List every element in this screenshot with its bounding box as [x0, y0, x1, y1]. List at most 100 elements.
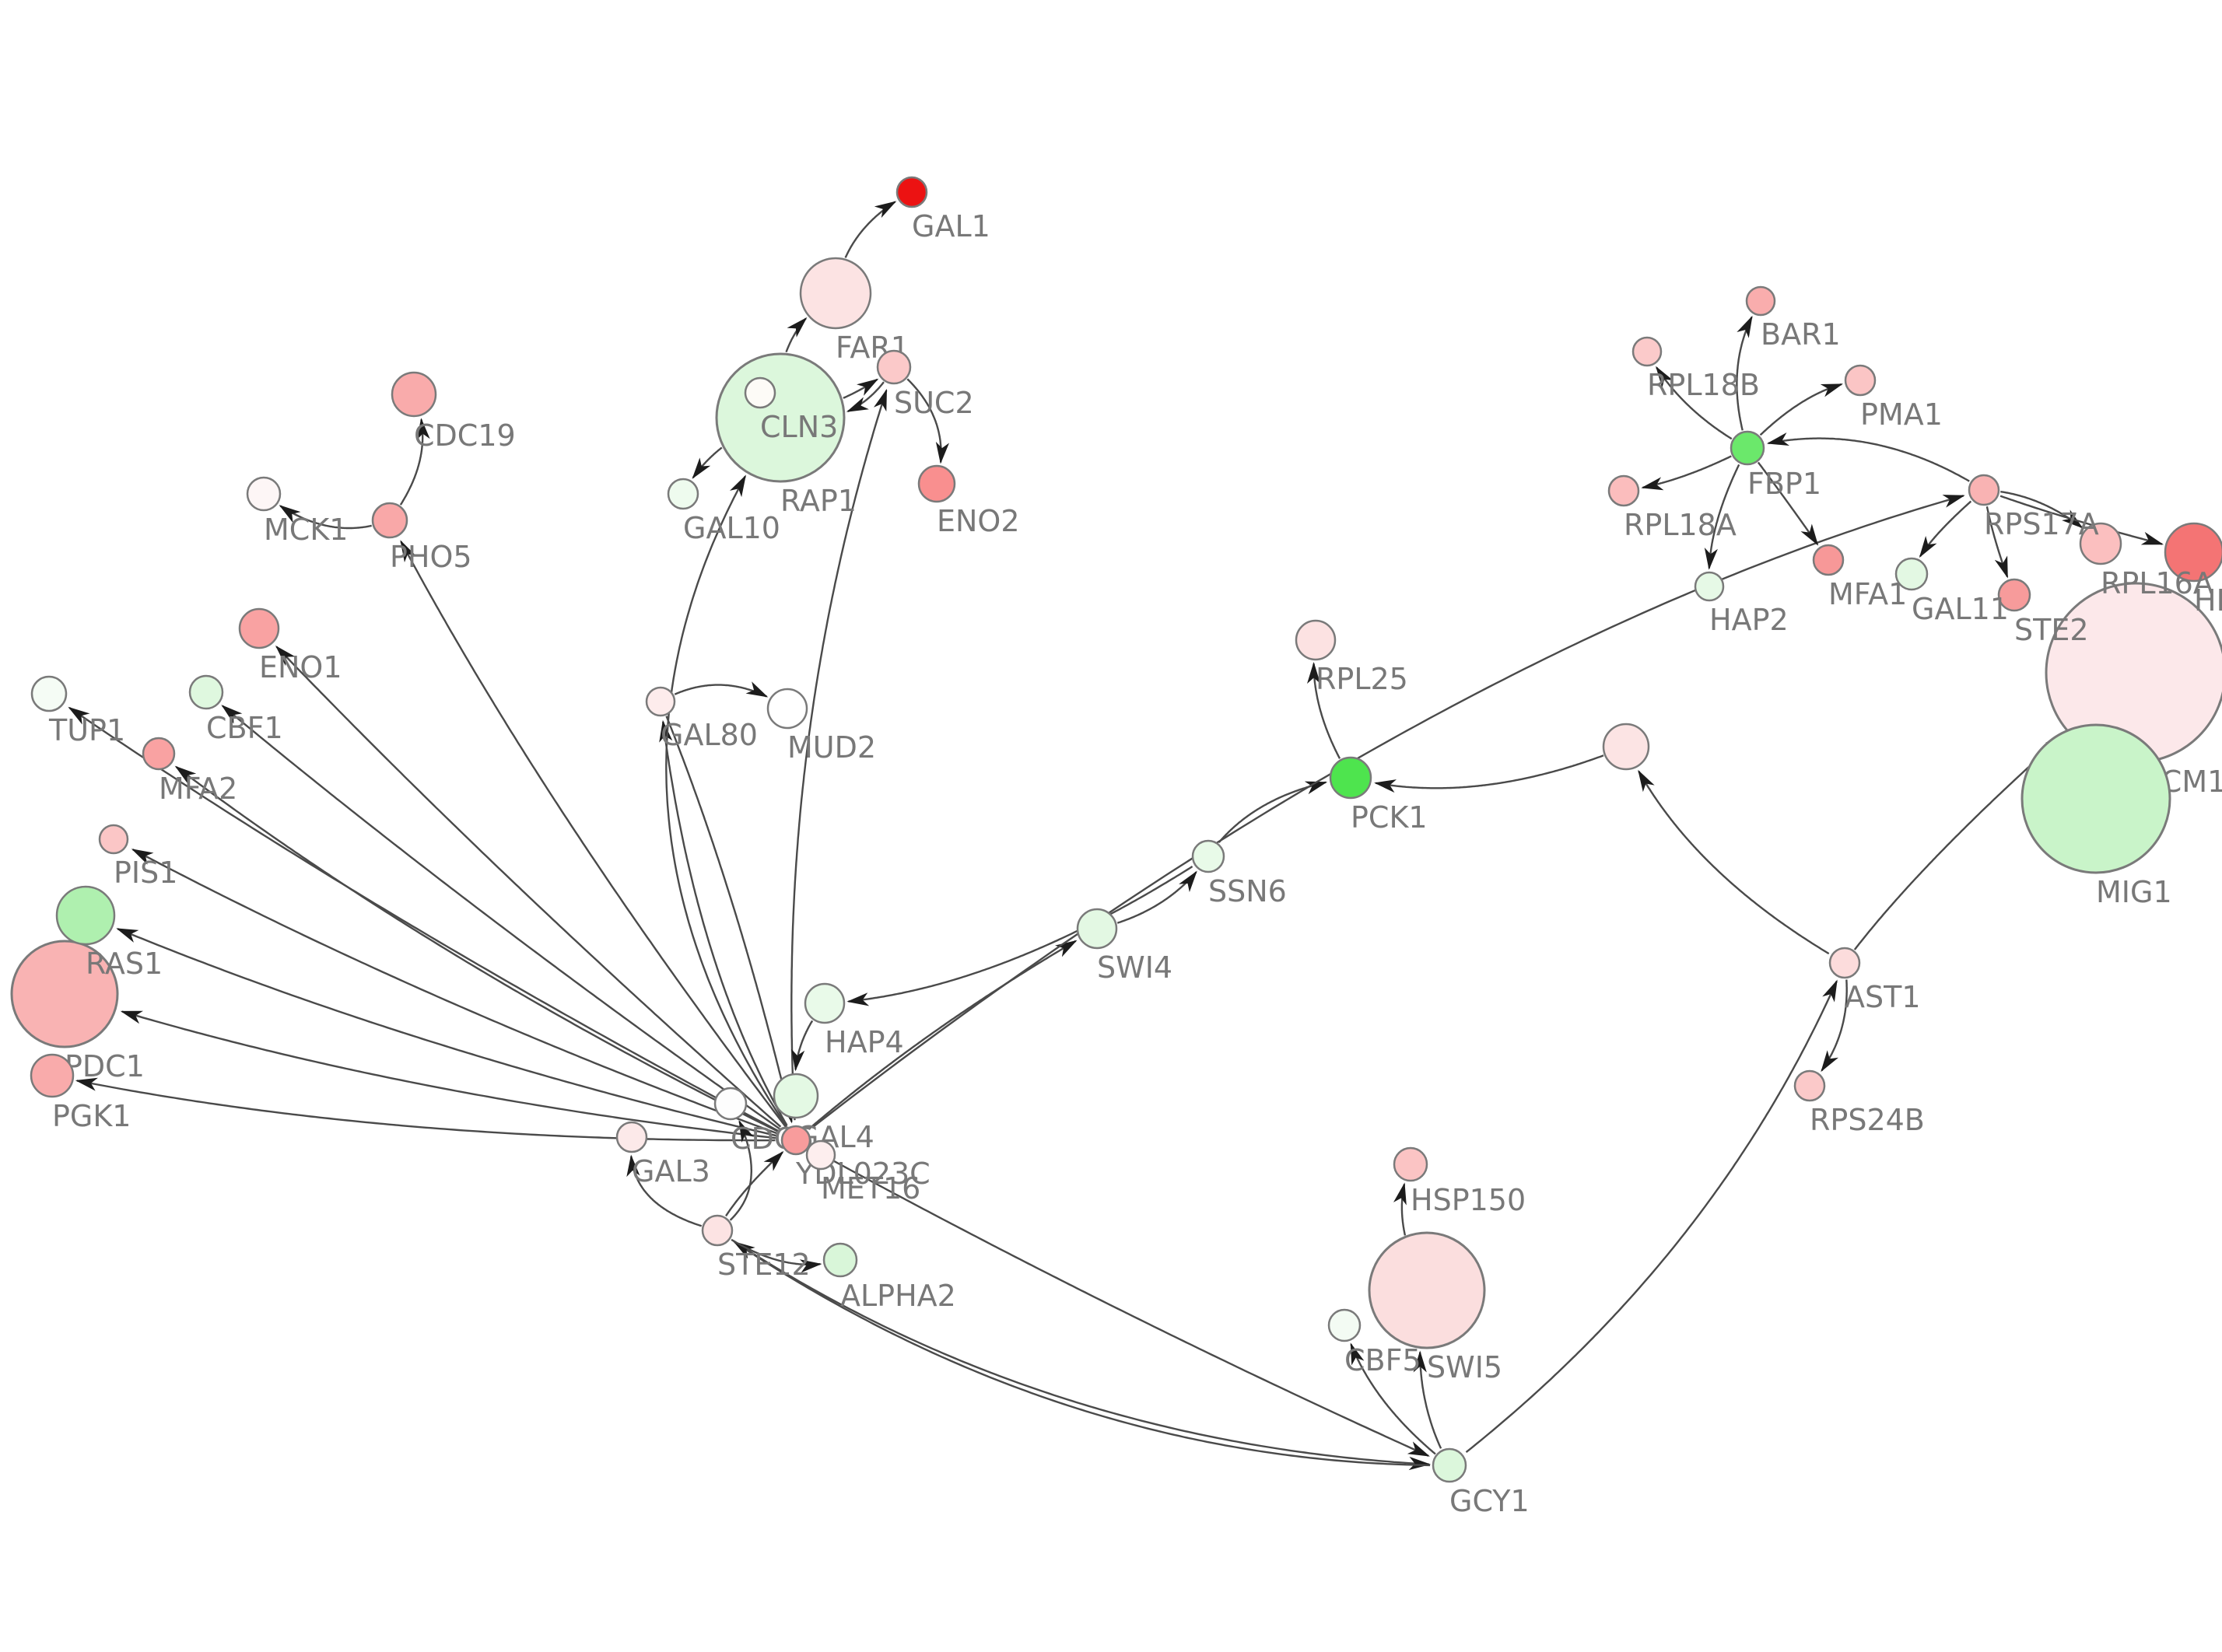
- node-pck1[interactable]: [1329, 756, 1372, 800]
- edge-ste12-gal3[interactable]: [626, 1154, 703, 1227]
- node-mig1[interactable]: [2020, 723, 2171, 874]
- edge-ydl023c-suc2[interactable]: [790, 388, 888, 1121]
- edge-swi4-ssn6[interactable]: [1116, 870, 1197, 924]
- edge-rap1-suc2[interactable]: [843, 378, 879, 399]
- edge-gcy1-cbf5[interactable]: [1350, 1342, 1436, 1455]
- edge-fbp1-mfa1[interactable]: [1757, 461, 1819, 546]
- node-rpl16a[interactable]: [2079, 522, 2122, 565]
- node-rps24b[interactable]: [1793, 1069, 1826, 1102]
- node-gal10[interactable]: [667, 478, 699, 510]
- node-swi5[interactable]: [1368, 1231, 1486, 1349]
- node-mud2[interactable]: [766, 688, 808, 730]
- node-node_x[interactable]: [1602, 723, 1650, 771]
- node-his4[interactable]: [2164, 522, 2222, 583]
- edge-ydl023c-ras1[interactable]: [116, 928, 777, 1137]
- edge-far1-gal1[interactable]: [844, 201, 897, 258]
- edge-fbp1-pma1[interactable]: [1759, 383, 1844, 436]
- node-far1[interactable]: [799, 257, 872, 330]
- node-mfa1[interactable]: [1812, 544, 1845, 576]
- edge-gal80-mud2[interactable]: [674, 681, 769, 698]
- edge-ast1-node_x[interactable]: [1638, 769, 1830, 955]
- edge-gal80-ydl023c[interactable]: [665, 716, 794, 1124]
- edge-rps17a-his4[interactable]: [1999, 495, 2164, 545]
- edge-rps17a-fbp1[interactable]: [1766, 432, 1970, 482]
- node-cbf1[interactable]: [188, 674, 224, 710]
- edge-fbp1-rpl18b[interactable]: [1656, 366, 1733, 440]
- node-hsp150[interactable]: [1393, 1146, 1428, 1182]
- edge-ydl023c-rap1[interactable]: [665, 474, 788, 1128]
- node-mck1[interactable]: [246, 476, 282, 512]
- node-suc2[interactable]: [876, 349, 912, 385]
- node-cdc6[interactable]: [713, 1087, 748, 1121]
- node-rpl18b[interactable]: [1631, 336, 1663, 367]
- edge-ydl023c-mfa2[interactable]: [174, 765, 779, 1132]
- node-eno2[interactable]: [917, 464, 956, 503]
- node-fbp1[interactable]: [1730, 430, 1765, 466]
- node-pis1[interactable]: [98, 824, 129, 855]
- node-rps17a[interactable]: [1968, 474, 2000, 506]
- node-tup1[interactable]: [30, 675, 68, 712]
- node-ste12[interactable]: [701, 1214, 734, 1247]
- edge-pck1-rpl25[interactable]: [1306, 662, 1341, 759]
- edge-fbp1-bar1[interactable]: [1736, 315, 1753, 431]
- edge-gcy1-ste12[interactable]: [733, 1241, 1431, 1467]
- node-ras1[interactable]: [55, 885, 116, 946]
- edge-ydl023c-cbf1[interactable]: [221, 705, 780, 1130]
- edge-rap1-far1[interactable]: [785, 317, 808, 353]
- node-hap2[interactable]: [1694, 571, 1725, 602]
- edge-rps17a-ste2[interactable]: [1985, 506, 2009, 579]
- node-cdc19[interactable]: [391, 371, 437, 418]
- node-bar1[interactable]: [1745, 285, 1776, 317]
- edge-ste12-alpha2[interactable]: [731, 1238, 822, 1273]
- node-gal1[interactable]: [895, 176, 928, 208]
- node-ssn6[interactable]: [1191, 839, 1225, 873]
- edge-suc2-eno2[interactable]: [906, 378, 950, 464]
- node-rpl25[interactable]: [1295, 619, 1337, 661]
- edge-rap1-gal10[interactable]: [692, 446, 723, 479]
- edge-ydl023c-swi4[interactable]: [808, 940, 1078, 1130]
- node-gcy1[interactable]: [1432, 1447, 1467, 1483]
- edge-ast1-mcm1[interactable]: [1853, 733, 2066, 950]
- edge-gcy1-swi5[interactable]: [1413, 1350, 1442, 1449]
- edge-pho5-cdc19[interactable]: [399, 418, 430, 506]
- node-hap4[interactable]: [804, 982, 846, 1024]
- edge-ydl023c-eno1[interactable]: [275, 645, 782, 1128]
- edge-swi5-hsp150[interactable]: [1393, 1182, 1407, 1236]
- edge-pho5-mck1[interactable]: [279, 505, 372, 530]
- node-pma1[interactable]: [1844, 364, 1877, 397]
- node-pgk1[interactable]: [30, 1053, 75, 1098]
- node-ste2[interactable]: [1997, 578, 2031, 612]
- node-met16[interactable]: [805, 1139, 836, 1171]
- edge-ssn6-pck1[interactable]: [1218, 781, 1328, 843]
- edge-suc2-rap1[interactable]: [846, 381, 885, 412]
- edge-node_x-pck1[interactable]: [1374, 754, 1604, 793]
- edge-ste12-cdc6[interactable]: [729, 1119, 755, 1221]
- edge-ydl023c-pdc1[interactable]: [120, 1010, 776, 1139]
- edge-fbp1-hap2[interactable]: [1704, 464, 1740, 570]
- edge-hap4-gal4[interactable]: [791, 1020, 814, 1072]
- node-gal11[interactable]: [1894, 557, 1929, 591]
- node-ast1[interactable]: [1828, 947, 1861, 979]
- node-cln3[interactable]: [744, 376, 776, 409]
- edge-ssn6-hap4[interactable]: [846, 865, 1193, 1006]
- edge-fbp1-rpl18a[interactable]: [1641, 455, 1732, 491]
- edge-ste12-gcy1[interactable]: [733, 1240, 1432, 1471]
- node-gal4[interactable]: [773, 1073, 819, 1119]
- node-ydl023c[interactable]: [780, 1125, 811, 1156]
- edge-gcy1-ast1[interactable]: [1465, 979, 1838, 1454]
- edge-ydl023c-pis1[interactable]: [131, 849, 778, 1135]
- edge-rps17a-gal11[interactable]: [1919, 500, 1972, 558]
- edge-ydl023c-gal80[interactable]: [659, 719, 788, 1126]
- edge-ste12-ydl023c[interactable]: [725, 1150, 784, 1217]
- node-rpl18a[interactable]: [1607, 474, 1640, 507]
- node-cbf5[interactable]: [1327, 1308, 1362, 1342]
- node-swi4[interactable]: [1076, 908, 1118, 950]
- node-alpha2[interactable]: [822, 1242, 858, 1278]
- edge-ast1-rps24b[interactable]: [1821, 979, 1848, 1073]
- node-pdc1[interactable]: [10, 940, 119, 1048]
- edge-ydl023c-rps17a[interactable]: [811, 495, 1965, 1129]
- edge-ydl023c-pgk1[interactable]: [75, 1077, 776, 1142]
- node-gal3[interactable]: [615, 1121, 648, 1153]
- edge-ydl023c-pho5[interactable]: [400, 540, 787, 1129]
- edge-ydl023c-gcy1[interactable]: [811, 1148, 1430, 1457]
